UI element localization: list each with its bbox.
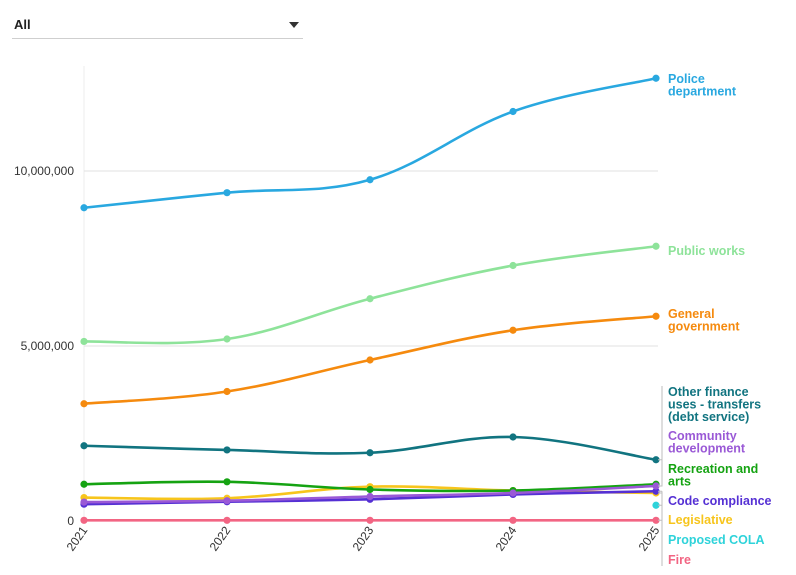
data-point-community-development: [223, 497, 231, 505]
x-tick-label: 2022: [207, 523, 234, 553]
data-point-fire: [80, 516, 88, 524]
y-tick-label: 10,000,000: [14, 164, 74, 178]
data-point-public-works: [223, 335, 231, 343]
data-point-fire: [509, 516, 517, 524]
data-point-general-government: [80, 400, 88, 408]
category-dropdown[interactable]: All: [12, 12, 303, 39]
chevron-down-icon: [289, 22, 299, 28]
data-point-other-finance-uses-transfers-debt-service: [366, 449, 374, 457]
data-point-community-development: [509, 489, 517, 497]
series-label-line: arts: [668, 475, 691, 489]
data-point-fire: [652, 516, 660, 524]
series-label-line: Recreation and: [668, 462, 758, 476]
series-label-line: government: [668, 320, 740, 334]
label-connector: [658, 519, 663, 566]
dropdown-selected-value: All: [14, 17, 31, 32]
data-point-police-department: [366, 176, 374, 184]
label-connector: [658, 504, 663, 546]
data-point-general-government: [223, 387, 231, 396]
data-point-other-finance-uses-transfers-debt-service: [223, 446, 231, 454]
series-label-line: Fire: [668, 553, 691, 567]
x-tick-label: 2025: [636, 523, 663, 553]
series-label-line: Public works: [668, 244, 745, 258]
data-point-public-works: [652, 242, 660, 250]
series-label-line: Police: [668, 72, 705, 86]
y-tick-label: 5,000,000: [21, 339, 75, 353]
series-label-proposed-cola: Proposed COLA: [668, 533, 765, 547]
data-point-public-works: [366, 295, 374, 303]
data-point-police-department: [509, 107, 517, 116]
data-point-recreation-and-arts: [223, 478, 231, 486]
data-point-code-compliance: [652, 487, 660, 495]
data-point-other-finance-uses-transfers-debt-service: [652, 456, 660, 464]
series-label-line: Other finance: [668, 385, 749, 399]
data-point-police-department: [80, 204, 88, 212]
data-point-public-works: [80, 337, 88, 346]
series-label-line: General: [668, 307, 715, 321]
x-tick-label: 2024: [493, 523, 520, 553]
data-point-recreation-and-arts: [366, 485, 374, 494]
series-label-line: department: [668, 85, 737, 99]
series-line-police-department: [82, 76, 658, 210]
series-label-line: Code compliance: [668, 494, 772, 508]
series-label-public-works: Public works: [668, 244, 745, 258]
x-tick-label: 2023: [350, 523, 377, 553]
data-point-proposed-cola: [652, 501, 660, 509]
data-point-fire: [223, 516, 231, 524]
data-point-police-department: [223, 189, 231, 197]
data-point-community-development: [80, 498, 88, 506]
series-label-line: (debt service): [668, 410, 749, 424]
data-point-general-government: [509, 326, 517, 334]
label-connector: [658, 386, 663, 461]
data-point-recreation-and-arts: [80, 480, 88, 488]
data-point-general-government: [652, 312, 660, 320]
data-point-fire: [366, 516, 374, 524]
series-line-public-works: [82, 244, 658, 345]
series-label-code-compliance: Code compliance: [668, 494, 772, 508]
data-point-general-government: [366, 356, 374, 364]
data-point-police-department: [652, 74, 660, 82]
data-point-other-finance-uses-transfers-debt-service: [509, 433, 517, 441]
series-label-line: Community: [668, 429, 737, 443]
series-label-line: Legislative: [668, 513, 733, 527]
data-point-public-works: [509, 261, 517, 270]
data-point-community-development: [652, 482, 660, 490]
label-connector: [658, 430, 663, 487]
series-label-line: development: [668, 442, 746, 456]
series-label-legislative: Legislative: [668, 513, 733, 527]
y-tick-label: 0: [67, 514, 74, 528]
data-point-community-development: [366, 492, 374, 501]
series-label-fire: Fire: [668, 553, 691, 567]
series-label-line: uses - transfers: [668, 398, 761, 412]
series-label-line: Proposed COLA: [668, 533, 765, 547]
data-point-other-finance-uses-transfers-debt-service: [80, 442, 88, 450]
